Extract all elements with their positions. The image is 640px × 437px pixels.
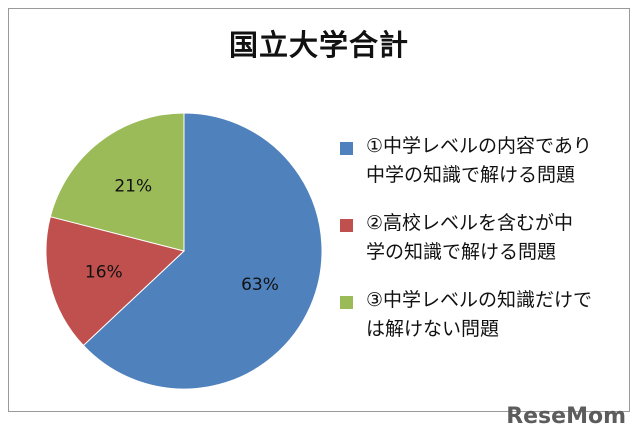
slice-label-1: 63%	[241, 275, 279, 295]
legend-swatch-3	[340, 296, 353, 309]
pie-slice-1	[82, 112, 323, 390]
legend-line: ①中学レベルの内容であり	[366, 135, 592, 157]
pie-slice-2	[45, 216, 186, 347]
legend-swatch-2	[340, 219, 353, 232]
legend-line: ②高校レベルを含むが中	[366, 212, 574, 234]
resemom-logo: ReseMom	[506, 404, 626, 429]
slice-label-2: 16%	[85, 263, 123, 283]
legend-line: ③中学レベルの知識だけで	[366, 289, 593, 311]
legend-line: 学の知識で解ける問題	[366, 241, 557, 263]
legend-item-2: ②高校レベルを含むが中 学の知識で解ける問題	[340, 209, 630, 267]
legend-line: 中学の知識で解ける問題	[366, 164, 576, 186]
legend-item-3: ③中学レベルの知識だけで は解けない問題	[340, 286, 630, 344]
chart-title: 国立大学合計	[228, 28, 409, 62]
legend-swatch-1	[340, 142, 353, 155]
legend-item-1: ①中学レベルの内容であり 中学の知識で解ける問題	[340, 132, 630, 190]
pie-slice-3	[49, 112, 185, 252]
slice-label-3: 21%	[114, 177, 152, 197]
legend-line: は解けない問題	[366, 318, 500, 340]
legend: ①中学レベルの内容であり 中学の知識で解ける問題 ②高校レベルを含むが中 学の知…	[340, 132, 630, 363]
